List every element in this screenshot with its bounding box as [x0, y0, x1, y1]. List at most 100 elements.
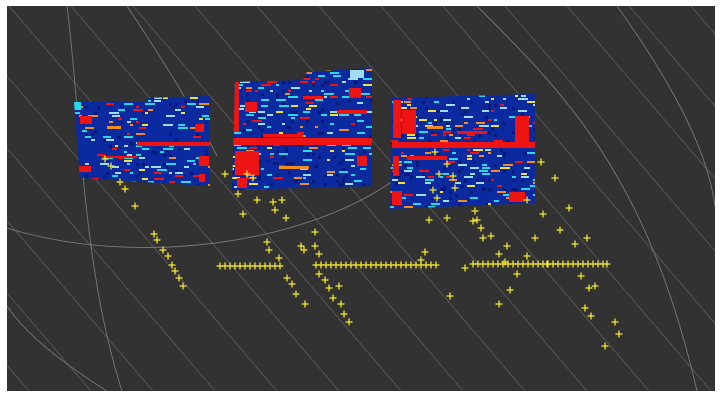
heatmap-cell	[205, 151, 208, 154]
heatmap-cell	[446, 104, 455, 106]
heatmap-block	[80, 116, 92, 124]
heatmap-cell	[303, 159, 312, 161]
heatmap-cell	[199, 103, 209, 105]
heatmap-cell	[258, 177, 261, 180]
heatmap-cell	[330, 72, 339, 74]
heatmap-cell	[190, 97, 198, 99]
heatmap-cell	[100, 163, 109, 165]
map-viewport[interactable]	[7, 6, 715, 391]
data-marker	[585, 284, 593, 292]
grid-line	[7, 147, 216, 391]
scene-canvas[interactable]	[7, 6, 715, 391]
heatmap-cell	[369, 135, 372, 138]
grid-line	[504, 6, 715, 252]
data-marker	[300, 246, 308, 254]
heatmap-cell	[342, 81, 346, 83]
data-marker	[249, 174, 257, 182]
heatmap-cell	[395, 182, 398, 185]
heatmap-cell	[82, 97, 91, 99]
heatmap-cell	[267, 147, 272, 149]
heatmap-cell	[154, 172, 162, 174]
heatmap-cell	[94, 112, 97, 115]
data-marker	[591, 282, 599, 290]
heatmap-cell	[276, 69, 286, 71]
heatmap-cell	[258, 111, 265, 113]
heatmap-cell	[363, 147, 371, 149]
heatmap-cell	[85, 133, 88, 136]
heatmap-cell	[512, 170, 515, 173]
data-marker	[301, 300, 309, 308]
heatmap-cell	[175, 172, 183, 174]
data-marker	[253, 196, 261, 204]
heatmap-cell	[288, 81, 291, 84]
data-marker	[487, 232, 495, 240]
heatmap-cell	[88, 115, 98, 117]
heatmap-cell	[258, 159, 261, 162]
heatmap-cell	[419, 170, 429, 172]
heatmap-cell	[246, 120, 249, 123]
heatmap-cell	[261, 168, 264, 170]
heatmap-cell	[136, 163, 139, 166]
heatmap-cell	[160, 151, 164, 153]
heatmap-cell	[482, 167, 490, 169]
heatmap-cell	[243, 123, 246, 125]
heatmap-cell	[533, 122, 535, 124]
heatmap-cell	[351, 174, 355, 176]
data-marker	[603, 260, 611, 268]
data-marker	[265, 246, 273, 254]
heatmap-cell	[130, 142, 133, 145]
heatmap-cell	[237, 108, 244, 110]
heatmap-cell	[500, 167, 510, 169]
heatmap-cell	[232, 108, 234, 111]
heatmap-cell	[142, 163, 145, 166]
heatmap-cell	[240, 189, 243, 190]
heatmap-cell	[136, 106, 139, 108]
heatmap-cell	[327, 171, 335, 173]
heatmap-cell	[515, 161, 523, 163]
grid-line	[566, 6, 715, 180]
heatmap-cell	[312, 180, 315, 183]
heatmap-cell	[74, 151, 78, 153]
heatmap-cell	[437, 110, 440, 113]
heatmap-cell	[369, 153, 372, 155]
data-marker	[345, 318, 353, 326]
data-marker	[495, 300, 503, 308]
heatmap-cell	[321, 132, 324, 135]
heatmap-cell	[306, 120, 309, 123]
heatmap-cell	[351, 66, 358, 68]
data-marker	[431, 148, 439, 156]
data-marker	[587, 312, 595, 320]
heatmap-block	[509, 192, 525, 202]
heatmap-cell	[255, 69, 262, 71]
heatmap-cell	[449, 197, 452, 200]
heatmap-cell	[416, 134, 419, 137]
heatmap-cell	[342, 177, 345, 180]
heatmap-band	[457, 131, 487, 134]
heatmap-cell	[431, 134, 437, 136]
heatmap-cell	[312, 84, 315, 87]
heatmap-cell	[422, 101, 425, 104]
heatmap-cell	[330, 96, 338, 98]
heatmap-cell	[127, 181, 136, 183]
heatmap-cell	[419, 95, 422, 98]
data-marker	[435, 170, 443, 178]
data-marker	[159, 246, 167, 254]
heatmap-cell	[416, 176, 425, 178]
heatmap-cell	[446, 128, 451, 130]
heatmap-patch-center	[232, 66, 372, 190]
data-marker	[121, 185, 129, 193]
heatmap-cell	[354, 114, 361, 116]
heatmap-cell	[390, 140, 398, 142]
heatmap-cell	[485, 203, 488, 206]
heatmap-cell	[148, 100, 151, 102]
heatmap-cell	[232, 183, 234, 186]
heatmap-cell	[327, 174, 333, 176]
data-marker	[337, 300, 345, 308]
heatmap-cell	[446, 137, 449, 140]
grid-line	[194, 6, 526, 391]
heatmap-cell	[503, 122, 506, 125]
data-marker	[311, 242, 319, 250]
heatmap-cell	[485, 149, 491, 151]
heatmap-cell	[440, 140, 448, 142]
heatmap-cell	[282, 102, 285, 105]
